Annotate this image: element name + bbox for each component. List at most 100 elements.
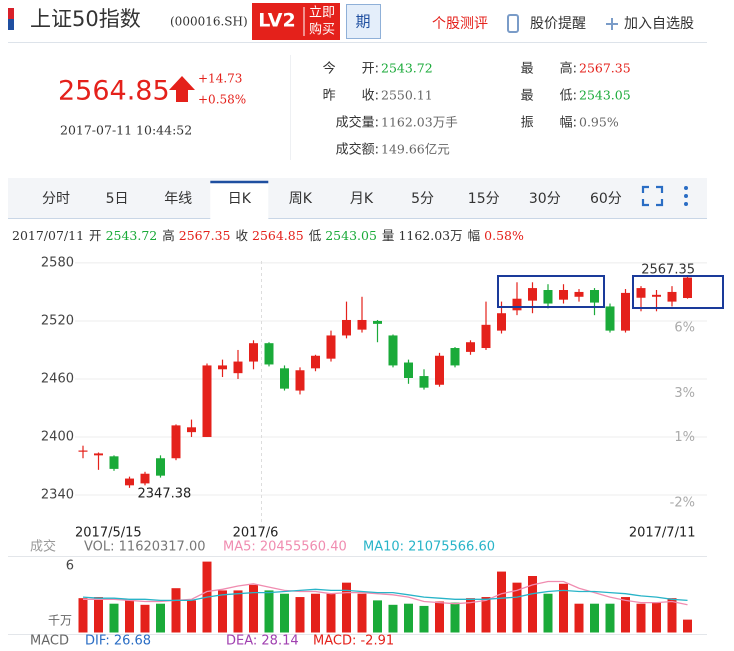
highlight-box: [632, 275, 724, 309]
period-text: 期: [355, 13, 370, 31]
volume-bar: [156, 603, 165, 633]
candle-body: [94, 453, 103, 456]
info-part: 2543.72: [106, 228, 158, 243]
volume-bar: [435, 601, 444, 633]
info-part: 0.58%: [484, 228, 524, 243]
candle-body: [497, 313, 506, 331]
candle-body: [466, 342, 475, 352]
vol-title: 成交: [30, 539, 56, 555]
link[interactable]: 股价提醒: [530, 16, 586, 32]
menu-dot[interactable]: [684, 202, 688, 206]
candle-body: [450, 348, 460, 366]
lv2-text: LV2: [258, 10, 295, 32]
tab[interactable]: 5分: [411, 191, 434, 207]
lv2-badge[interactable]: [252, 3, 340, 40]
info-part: 收: [235, 228, 248, 243]
candle-body: [419, 376, 429, 388]
field-label: 成交额:: [336, 142, 379, 158]
candle-body: [264, 343, 274, 365]
candle-body: [667, 291, 677, 302]
field-value: 2567.35: [579, 61, 631, 76]
info-part: 高: [162, 228, 175, 243]
field-value: 1162.03万手: [381, 115, 458, 130]
field-label: 成交量:: [336, 115, 379, 131]
y2-tick-label: -2%: [670, 495, 695, 510]
tab[interactable]: 30分: [529, 191, 561, 207]
volume-bar: [466, 598, 475, 633]
volume-bar: [264, 590, 274, 633]
candle-body: [543, 290, 553, 304]
candle-body: [636, 288, 646, 298]
menu-dot[interactable]: [684, 186, 688, 190]
volume-bar: [311, 593, 320, 633]
field-value: 2550.11: [381, 88, 433, 103]
menu-dot[interactable]: [684, 194, 688, 198]
volume-bar: [249, 584, 258, 633]
tab[interactable]: 15分: [468, 191, 500, 207]
volume-bar: [605, 603, 615, 633]
volume-bar: [621, 597, 630, 633]
field-label: 最 低:: [521, 89, 577, 104]
volume-bar: [295, 597, 305, 633]
y-tick-label: 2400: [41, 429, 74, 444]
candle-body: [373, 320, 382, 324]
price: 2564.85: [58, 76, 170, 107]
field-value: 0.95%: [579, 115, 619, 130]
volume-bar: [528, 576, 537, 633]
candle-chart: 2340 2400 2460 2520 2580 6% 3% 1% -2% 2017/5/15 20…: [41, 255, 707, 541]
period-button[interactable]: [346, 4, 381, 39]
tab[interactable]: 5日: [106, 191, 129, 207]
candle-body: [280, 368, 289, 389]
x-tick-label: 2017/7/11: [629, 526, 696, 541]
candle-body: [652, 294, 661, 297]
dea-label: DEA: 28.14: [226, 634, 299, 649]
tab[interactable]: 60分: [590, 191, 622, 207]
volume-bar: [326, 593, 336, 633]
low-annotation: 2347.38: [138, 487, 192, 502]
field-label: 昨 收:: [323, 89, 379, 104]
tab[interactable]: 日K: [228, 191, 252, 207]
tab[interactable]: 分时: [42, 191, 70, 207]
candle-body: [512, 298, 522, 311]
field-label: 振 幅:: [521, 116, 577, 131]
y2-tick-label: 6%: [674, 320, 695, 335]
up-arrow: [169, 76, 195, 102]
candle-body: [202, 365, 212, 437]
link[interactable]: 个股测评: [432, 16, 488, 32]
y-tick-label: 6: [66, 559, 74, 574]
ma10-line: [82, 588, 688, 602]
volume-bar: [590, 603, 599, 633]
fullscreen-icon[interactable]: [641, 185, 664, 207]
vol-label: VOL: 11620317.00: [84, 540, 206, 555]
macd-label: MACD: -2.91: [313, 634, 394, 649]
info-part: 2567.35: [179, 228, 231, 243]
volume-bar: [187, 600, 196, 633]
field-value: 2543.72: [381, 61, 433, 76]
volume-bar: [233, 590, 243, 633]
high-annotation: 2567.35: [641, 263, 695, 278]
x-tick-label: 2017/6: [233, 526, 279, 541]
link[interactable]: 加入自选股: [624, 16, 694, 32]
info-part: 幅: [468, 228, 481, 243]
candle-body: [683, 277, 692, 299]
candle-body: [187, 427, 196, 433]
info-part: 2017/07/11: [12, 228, 84, 243]
y2-tick-label: 1%: [674, 430, 695, 445]
candle-body: [435, 355, 444, 385]
volume-bar: [652, 602, 661, 633]
x-tick-label: 2017/5/15: [75, 526, 142, 541]
logo-bottom: [8, 19, 14, 30]
volume-bar: [419, 605, 429, 633]
y-tick-label: 2520: [41, 313, 74, 328]
tab[interactable]: 月K: [350, 191, 374, 207]
volume-bar: [636, 603, 646, 633]
ma10-label: MA10: 21075566.60: [363, 540, 495, 555]
candle-body: [621, 292, 630, 331]
tab[interactable]: 周K: [289, 191, 313, 207]
tab[interactable]: 年线: [164, 191, 192, 207]
tab-bar: [8, 178, 707, 219]
volume-bar: [78, 598, 88, 633]
badge-line: 立即: [309, 6, 335, 21]
